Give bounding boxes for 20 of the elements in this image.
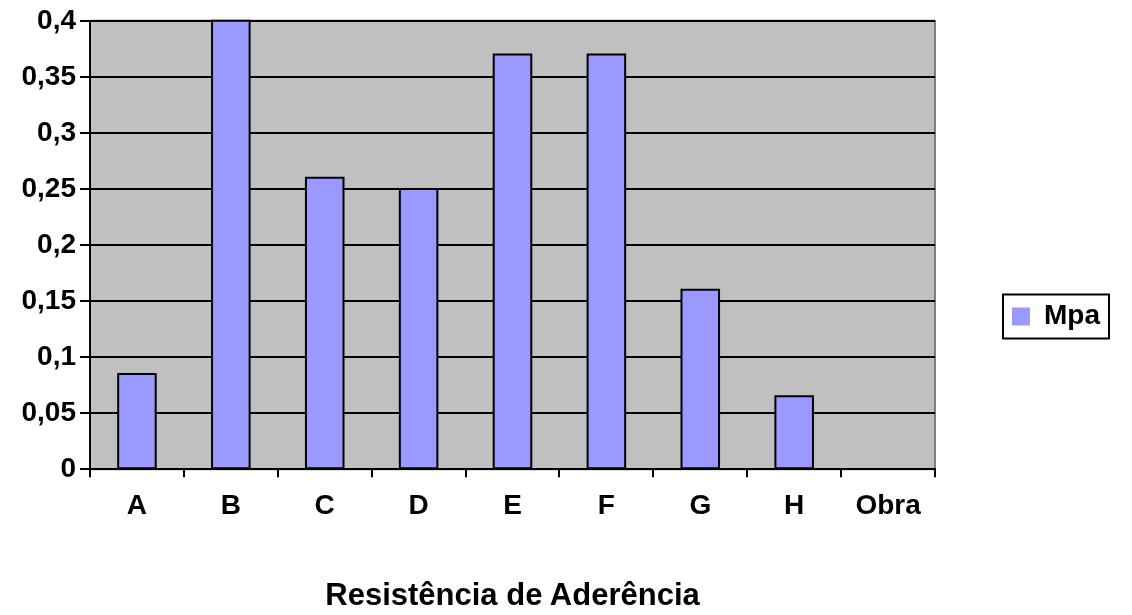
x-tick-label: Obra bbox=[855, 488, 922, 520]
x-tick-label: B bbox=[220, 488, 241, 520]
x-tick-label: H bbox=[784, 488, 805, 520]
y-tick-label: 0,15 bbox=[21, 283, 76, 315]
x-tick-label: G bbox=[689, 488, 712, 520]
x-tick-label: F bbox=[597, 488, 615, 520]
y-tick-label: 0,05 bbox=[21, 395, 76, 427]
y-tick-label: 0,25 bbox=[21, 171, 76, 203]
y-tick-label: 0,1 bbox=[37, 339, 76, 371]
x-tick-label: C bbox=[314, 488, 335, 520]
y-tick-label: 0 bbox=[60, 451, 76, 483]
y-tick-label: 0,3 bbox=[37, 115, 76, 147]
x-axis-title: Resistência de Aderência bbox=[325, 576, 701, 612]
y-tick-label: 0,4 bbox=[37, 3, 77, 35]
y-tick-label: 0,2 bbox=[37, 227, 76, 259]
x-tick-label: A bbox=[126, 488, 148, 520]
x-tick-label: E bbox=[503, 488, 522, 520]
x-tick-label: D bbox=[408, 488, 429, 520]
y-tick-label: 0,35 bbox=[21, 59, 76, 91]
legend-label: Mpa bbox=[1044, 299, 1101, 331]
